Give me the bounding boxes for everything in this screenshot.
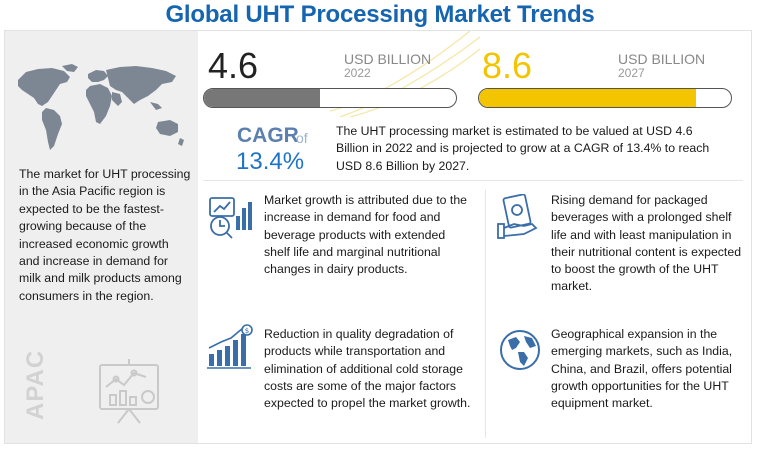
- cagr-value: 13.4%: [236, 148, 305, 175]
- globe-icon: [500, 330, 540, 370]
- bar-2027: [478, 88, 732, 108]
- analysis-chart-icon: [209, 197, 252, 239]
- presentation-board-icon: [99, 359, 159, 424]
- cagr-of: of: [296, 130, 308, 146]
- bar-2027-fill: [479, 89, 696, 107]
- growth-bars-dollar-icon: $: [207, 324, 253, 369]
- section-divider: [203, 180, 743, 181]
- svg-text:$: $: [245, 327, 249, 335]
- page-title: Global UHT Processing Market Trends: [165, 1, 595, 28]
- point-2-text: Rising demand for packaged beverages wit…: [551, 193, 742, 294]
- world-map-icon: [18, 64, 184, 150]
- unit-2027: USD BILLION: [618, 51, 706, 67]
- column-divider: [485, 190, 486, 438]
- bar-2022: [203, 88, 457, 108]
- cash-in-hand-icon: [497, 194, 538, 239]
- value-2027: 8.6: [482, 45, 533, 86]
- year-2022: 2022: [344, 66, 371, 80]
- region-description: The market for UHT processing in the Asi…: [19, 167, 191, 303]
- point-3-text: Reduction in quality degradation of prod…: [264, 327, 471, 411]
- market-summary: The UHT processing market is estimated t…: [336, 124, 710, 173]
- point-1-text: Market growth is attributed due to the i…: [264, 193, 468, 277]
- unit-2022: USD BILLION: [344, 51, 432, 67]
- region-label: APAC: [22, 349, 49, 420]
- bar-2022-fill: [204, 89, 320, 107]
- point-4-text: Geographical expansion in the emerging m…: [551, 327, 733, 411]
- cagr-label: CAGR: [237, 124, 299, 147]
- year-2027: 2027: [618, 66, 645, 80]
- value-2022: 4.6: [208, 45, 259, 86]
